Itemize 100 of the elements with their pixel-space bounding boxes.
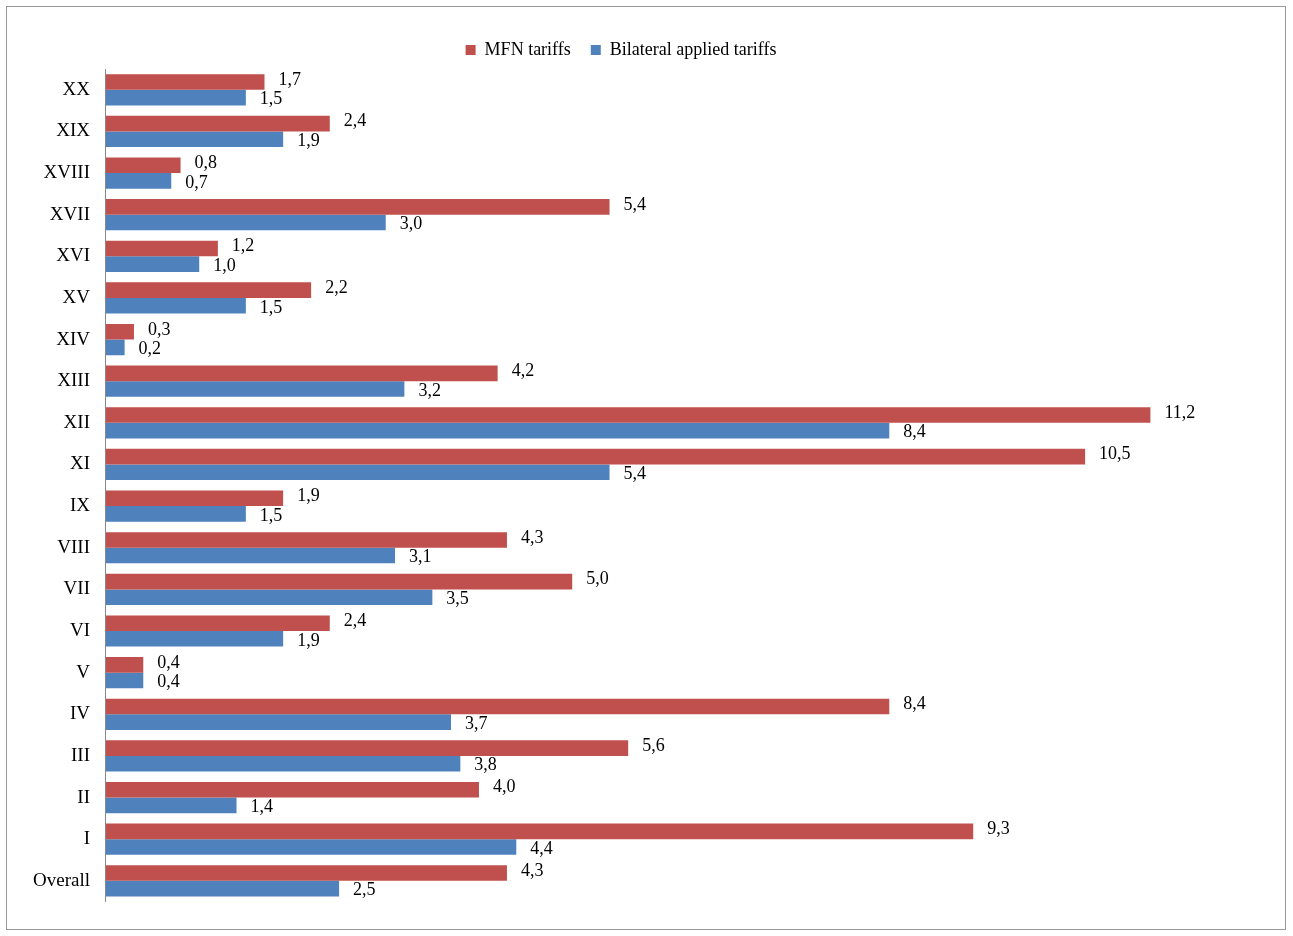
y-tick-label: XIV bbox=[56, 327, 91, 349]
data-label: 5,4 bbox=[623, 463, 647, 484]
legend-label: MFN tariffs bbox=[484, 38, 571, 59]
data-label: 0,3 bbox=[147, 318, 171, 339]
data-label: 0,2 bbox=[138, 338, 162, 359]
data-label: 4,3 bbox=[520, 526, 544, 547]
bar bbox=[105, 880, 340, 897]
data-label: 1,2 bbox=[231, 235, 255, 256]
bar bbox=[105, 448, 1086, 465]
data-label: 1,7 bbox=[278, 68, 301, 89]
data-label: 1,4 bbox=[250, 796, 274, 817]
bar bbox=[105, 89, 246, 106]
y-tick-label: IV bbox=[69, 702, 91, 724]
y-tick-label: XX bbox=[62, 77, 91, 99]
data-label: 2,5 bbox=[353, 879, 376, 900]
data-label: 0,7 bbox=[185, 171, 208, 192]
data-label: 2,2 bbox=[325, 276, 348, 297]
y-tick-label: XV bbox=[62, 285, 91, 307]
bar bbox=[105, 865, 507, 881]
bar bbox=[105, 631, 284, 647]
y-tick-label: XVII bbox=[49, 202, 90, 224]
bar bbox=[105, 157, 181, 174]
bar bbox=[105, 422, 890, 439]
data-label: 5,6 bbox=[642, 734, 665, 755]
bar bbox=[105, 74, 265, 90]
bar bbox=[105, 173, 172, 189]
y-tick-label: XII bbox=[63, 410, 90, 432]
bar bbox=[105, 381, 405, 397]
data-label: 1,9 bbox=[297, 629, 320, 650]
bar bbox=[105, 672, 144, 689]
bar bbox=[105, 589, 433, 605]
bar bbox=[105, 131, 284, 148]
bar bbox=[105, 839, 517, 855]
y-tick-label: XVIII bbox=[43, 161, 90, 183]
data-label: 10,5 bbox=[1099, 443, 1131, 464]
y-tick-label: VIII bbox=[57, 535, 90, 557]
data-label: 3,5 bbox=[446, 587, 469, 608]
data-label: 2,4 bbox=[343, 110, 367, 131]
bar bbox=[105, 256, 200, 272]
y-tick-label: XVI bbox=[56, 244, 90, 266]
legend-label: Bilateral applied tariffs bbox=[609, 38, 777, 59]
data-label: 1,9 bbox=[297, 129, 320, 150]
data-label: 8,4 bbox=[903, 421, 926, 442]
data-label: 3,7 bbox=[465, 712, 488, 733]
data-label: 3,0 bbox=[399, 213, 423, 234]
y-tick-label: XIII bbox=[57, 369, 90, 391]
data-label: 0,8 bbox=[194, 152, 218, 172]
data-label: 4,4 bbox=[530, 837, 553, 858]
bar bbox=[105, 339, 125, 356]
y-tick-label: III bbox=[70, 743, 90, 765]
bar bbox=[105, 464, 610, 481]
data-label: 1,5 bbox=[259, 296, 283, 317]
y-tick-label: XIX bbox=[56, 119, 91, 141]
bar bbox=[105, 615, 330, 632]
data-label: 0,4 bbox=[157, 671, 180, 692]
y-tick-label: I bbox=[83, 827, 90, 849]
bar bbox=[105, 755, 461, 772]
bar bbox=[105, 740, 629, 756]
bar bbox=[105, 657, 144, 673]
data-label: 0,4 bbox=[157, 651, 180, 672]
bar bbox=[105, 573, 573, 590]
data-label: 4,0 bbox=[492, 776, 516, 797]
data-label: 3,8 bbox=[474, 754, 497, 775]
y-tick-label: IX bbox=[69, 494, 91, 516]
y-tick-label: II bbox=[77, 785, 90, 807]
y-tick-label: XI bbox=[69, 452, 90, 474]
data-label: 1,5 bbox=[259, 88, 283, 109]
bar bbox=[105, 323, 134, 340]
data-label: 1,5 bbox=[259, 504, 283, 525]
data-label: 2,4 bbox=[343, 609, 367, 630]
bar bbox=[105, 781, 479, 798]
data-label: 4,3 bbox=[520, 859, 544, 880]
data-label: 4,2 bbox=[511, 360, 535, 381]
y-tick-label: V bbox=[76, 660, 91, 682]
bar bbox=[105, 714, 452, 730]
bar bbox=[105, 547, 396, 564]
y-tick-label: VII bbox=[63, 577, 90, 599]
bar bbox=[105, 823, 974, 840]
bar bbox=[105, 698, 890, 715]
bar bbox=[105, 506, 246, 522]
data-label: 9,3 bbox=[987, 818, 1010, 839]
data-label: 8,4 bbox=[903, 693, 926, 714]
data-label: 5,0 bbox=[586, 568, 609, 589]
y-tick-label: Overall bbox=[32, 868, 90, 890]
bar bbox=[105, 407, 1151, 423]
bar bbox=[105, 297, 246, 314]
bar bbox=[105, 240, 218, 257]
bar bbox=[105, 532, 507, 548]
data-label: 11,2 bbox=[1164, 401, 1196, 422]
bar bbox=[105, 115, 330, 132]
bar bbox=[105, 282, 312, 298]
data-label: 3,1 bbox=[409, 546, 432, 567]
bar bbox=[105, 214, 386, 231]
data-label: 5,4 bbox=[623, 193, 647, 214]
bar bbox=[105, 490, 284, 507]
bar bbox=[105, 797, 237, 814]
y-tick-label: VI bbox=[69, 618, 90, 640]
data-label: 1,9 bbox=[297, 485, 320, 506]
data-label: 3,2 bbox=[418, 379, 441, 400]
bar bbox=[105, 365, 498, 382]
